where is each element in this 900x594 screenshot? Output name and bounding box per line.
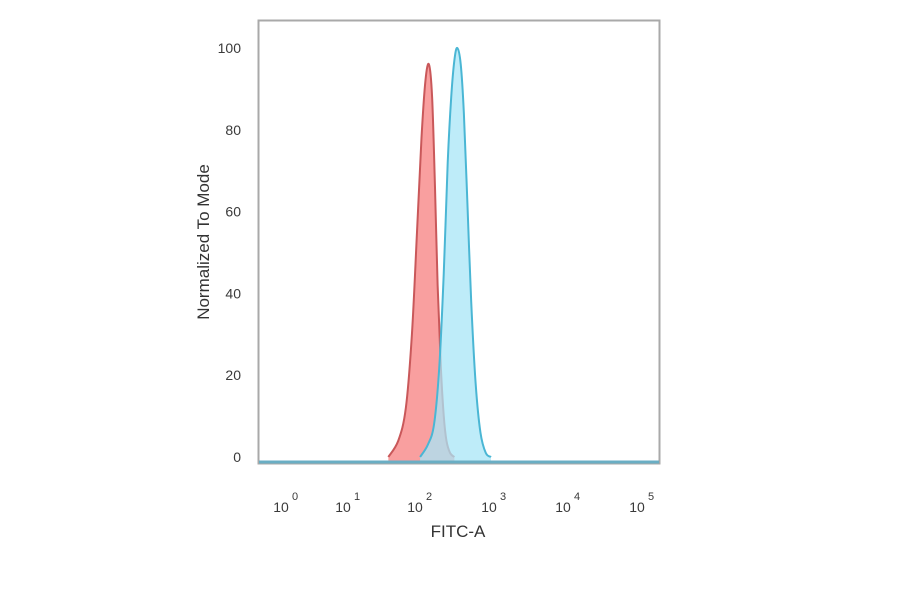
histogram-fill — [388, 63, 455, 462]
x-tick-exponent: 0 — [292, 491, 298, 503]
y-axis-ticks: 0 20 40 60 80 100 — [218, 40, 242, 465]
x-tick-label: 10 — [555, 499, 571, 515]
y-tick-label: 40 — [225, 285, 241, 301]
x-tick-label: 10 — [481, 499, 497, 515]
x-tick-label: 10 — [407, 499, 423, 515]
x-tick-label: 10 — [273, 499, 289, 515]
x-tick-label: 10 — [629, 499, 645, 515]
histogram-series — [387, 46, 492, 462]
x-tick-label: 10 — [335, 499, 351, 515]
y-tick-label: 100 — [218, 40, 242, 56]
x-tick-exponent: 3 — [500, 491, 506, 503]
y-axis-label: Normalized To Mode — [194, 164, 213, 320]
y-tick-label: 60 — [225, 204, 241, 220]
y-tick-label: 20 — [225, 367, 241, 383]
x-tick-exponent: 1 — [354, 491, 360, 503]
x-tick-exponent: 2 — [426, 491, 432, 503]
histogram-outline — [419, 46, 492, 458]
x-axis-label: FITC-A — [431, 522, 486, 541]
y-tick-label: 80 — [225, 122, 241, 138]
x-tick-exponent: 5 — [648, 491, 654, 503]
x-tick-exponent: 4 — [574, 491, 580, 503]
y-tick-label: 0 — [233, 449, 241, 465]
